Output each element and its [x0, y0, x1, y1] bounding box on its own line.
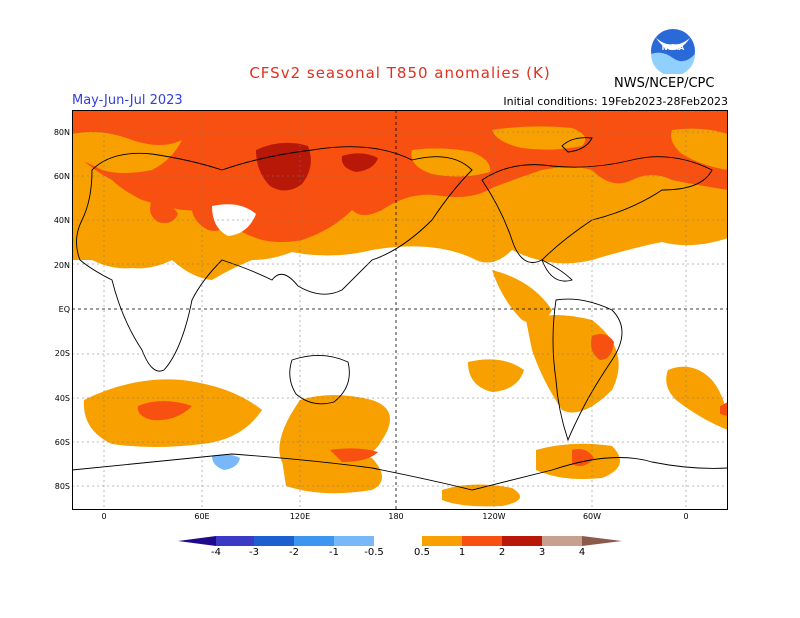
noaa-logo-text: NOAA: [662, 44, 685, 52]
lon-label: 0: [101, 512, 107, 521]
equator-and-dateline: [72, 110, 728, 510]
lon-label: 180: [388, 512, 404, 521]
lon-label: 0: [683, 512, 689, 521]
colorbar-segment: [334, 536, 374, 546]
nh-warm-anomaly-2-3: [256, 142, 378, 191]
agency-label: NWS/NCEP/CPC: [614, 76, 715, 91]
colorbar-segment: [422, 536, 462, 546]
colorbar-tick: 4: [578, 547, 586, 558]
season-label: May-Jun-Jul 2023: [72, 93, 183, 108]
colorbar-segment: [374, 536, 422, 546]
colorbar-segment: [294, 536, 334, 546]
lat-label: 40S: [54, 394, 70, 403]
lat-label: EQ: [58, 305, 70, 314]
lat-label: 60S: [54, 438, 70, 447]
lon-label: 60W: [582, 512, 602, 521]
colorbar-tick: 1: [458, 547, 466, 558]
colorbar-segment: [542, 536, 582, 546]
colorbar: [178, 536, 622, 546]
lat-label: 80S: [54, 482, 70, 491]
colorbar-tick: -1: [329, 547, 339, 558]
nh-lighter-patches: [72, 126, 728, 236]
lat-label: 60N: [53, 172, 70, 181]
colorbar-tick: -0.5: [364, 547, 384, 558]
lon-label: 60E: [194, 512, 210, 521]
noaa-logo: NOAA: [651, 29, 695, 74]
sh-warm-anomaly-1-2: [137, 334, 728, 466]
colorbar-segment: [216, 536, 254, 546]
map-title: CFSv2 seasonal T850 anomalies (K): [249, 64, 551, 82]
colorbar-tick: -3: [249, 547, 259, 558]
colorbar-tick: 3: [538, 547, 546, 558]
colorbar-tick: -4: [211, 547, 221, 558]
colorbar-tick: -2: [289, 547, 299, 558]
lat-label: 20S: [54, 349, 70, 358]
gridlines: [72, 110, 728, 510]
colorbar-segment-below-minus4: [178, 536, 216, 546]
sh-cool-anomaly-minus1: [212, 454, 240, 470]
lat-label: 80N: [53, 128, 70, 137]
colorbar-segment: [462, 536, 502, 546]
initial-conditions-label: Initial conditions: 19Feb2023-28Feb2023: [503, 95, 728, 108]
lon-label: 120W: [482, 512, 506, 521]
colorbar-segment: [502, 536, 542, 546]
lat-label: 20N: [53, 261, 70, 270]
colorbar-segment: [254, 536, 294, 546]
lat-label: 40N: [53, 216, 70, 225]
colorbar-tick: 0.5: [414, 547, 430, 558]
colorbar-tick: 2: [498, 547, 506, 558]
lon-label: 120E: [289, 512, 311, 521]
colorbar-segment-above-4: [582, 536, 622, 546]
coastlines: [72, 137, 728, 491]
anomaly-map: [72, 110, 728, 510]
map-frame: [72, 110, 728, 510]
